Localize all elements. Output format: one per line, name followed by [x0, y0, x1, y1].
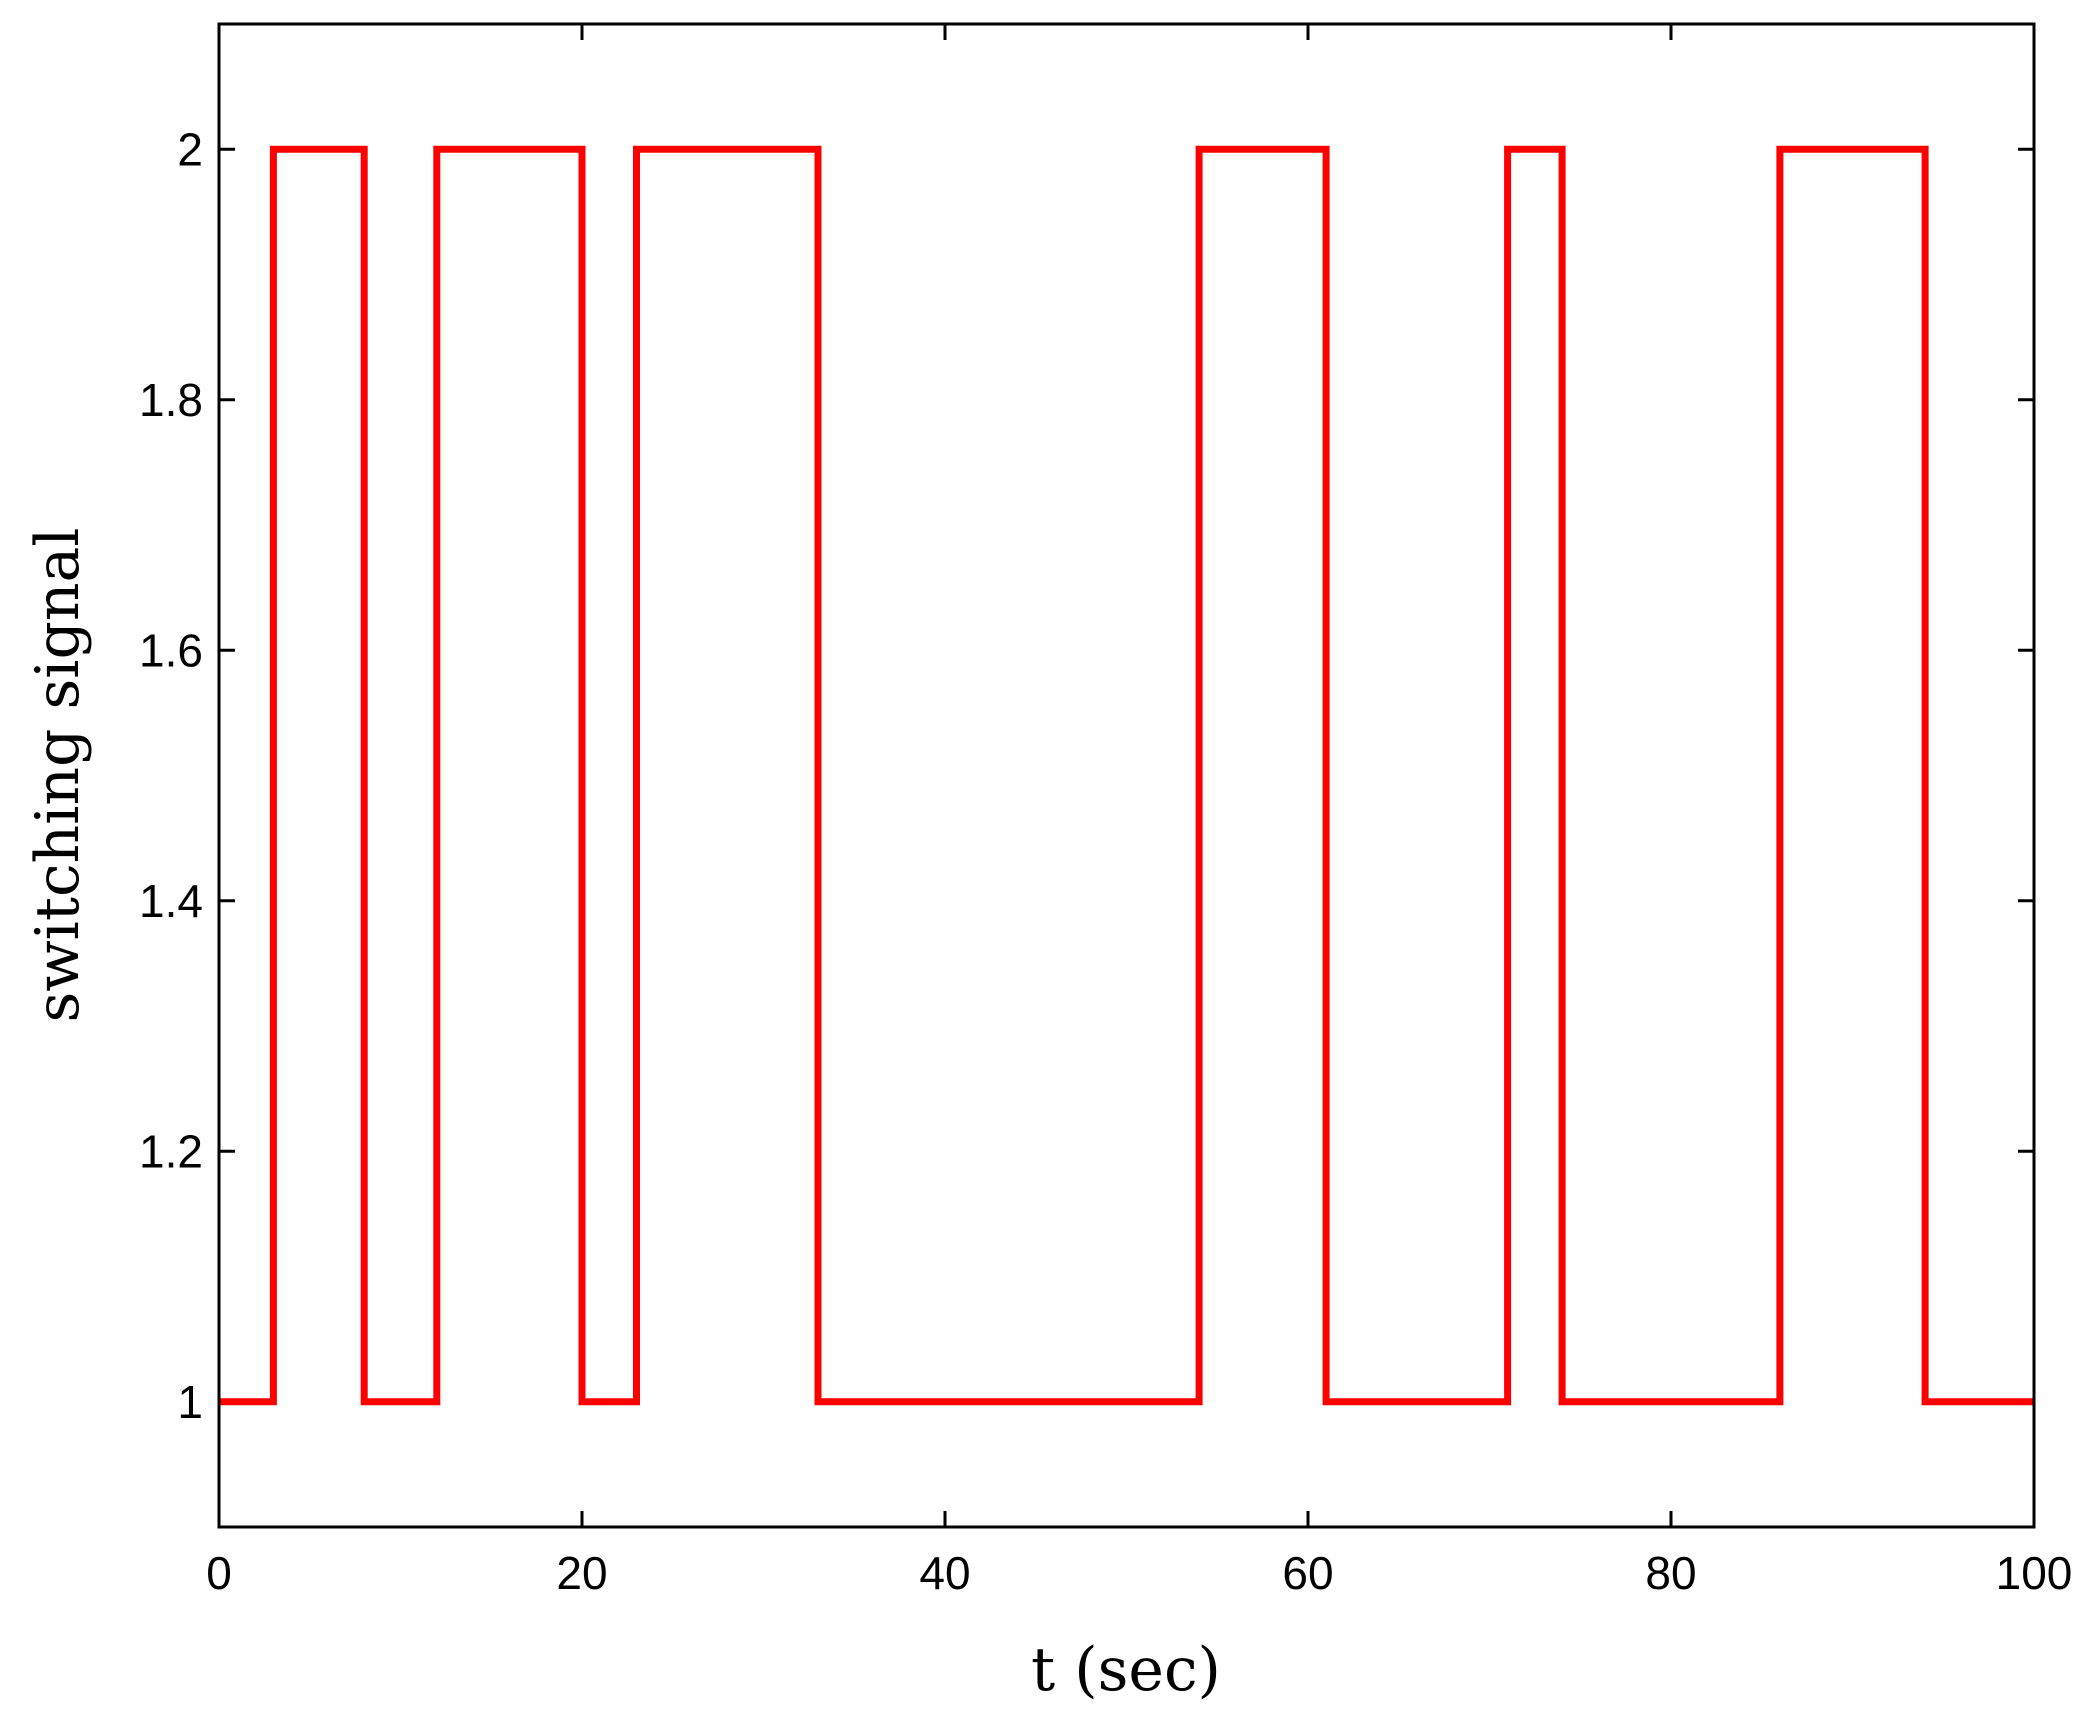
plot-area — [219, 24, 2034, 1527]
series-layer — [219, 145, 2034, 1406]
x-tick-label: 0 — [206, 1547, 232, 1599]
x-tick-label: 40 — [919, 1547, 970, 1599]
plot-frame — [217, 22, 2036, 1529]
y-tick-label: 1.4 — [139, 875, 203, 927]
y-tick-label: 1.8 — [139, 374, 203, 426]
x-tick-label: 80 — [1645, 1547, 1696, 1599]
x-tick-label: 100 — [1996, 1547, 2073, 1599]
series-line — [219, 145, 2034, 1406]
y-tick-label: 1.6 — [139, 624, 203, 676]
y-axis-title: switching signal — [23, 528, 93, 1023]
x-axis-title: t (sec) — [1031, 1635, 1221, 1705]
x-axis-ticks: 0 20 40 60 80 100 — [206, 24, 2072, 1599]
x-tick-label: 20 — [556, 1547, 607, 1599]
y-axis-ticks: 1 1.2 1.4 1.6 1.8 2 — [139, 123, 2034, 1428]
y-tick-label: 2 — [177, 123, 203, 175]
y-tick-label: 1.2 — [139, 1125, 203, 1177]
x-tick-label: 60 — [1282, 1547, 1333, 1599]
y-tick-label: 1 — [177, 1376, 203, 1428]
